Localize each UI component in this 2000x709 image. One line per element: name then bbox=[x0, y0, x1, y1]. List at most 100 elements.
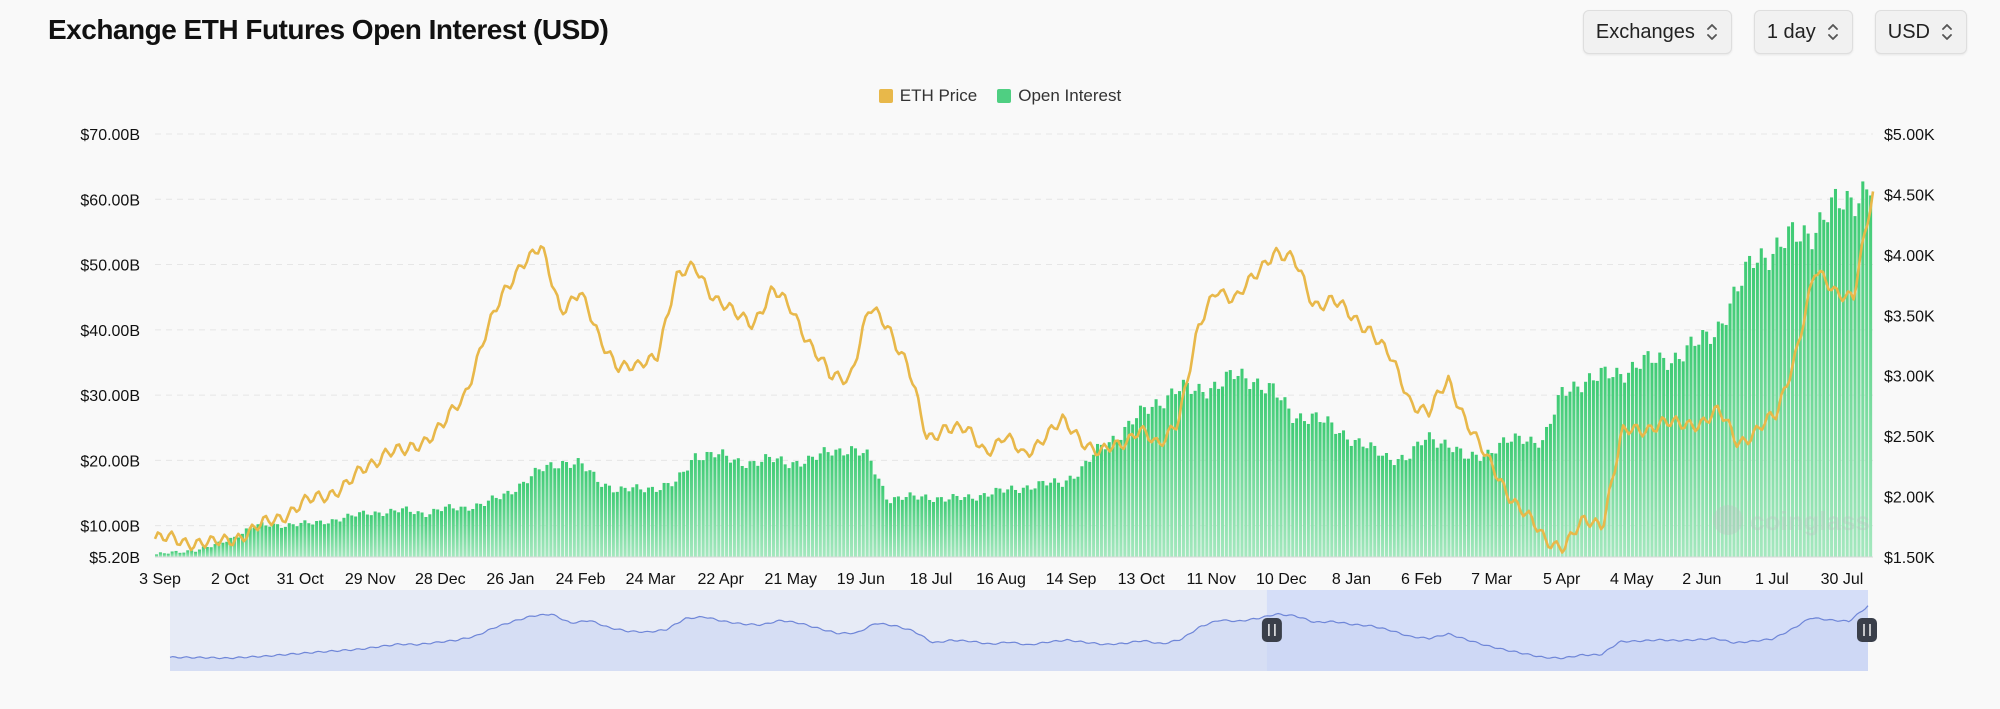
open-interest-bar bbox=[646, 487, 651, 557]
open-interest-bar bbox=[1240, 368, 1244, 557]
x-tick-label: 22 Apr bbox=[698, 571, 745, 588]
y-left-tick-label: $5.20B bbox=[89, 550, 140, 567]
open-interest-bar bbox=[237, 537, 241, 557]
open-interest-bar bbox=[865, 449, 869, 557]
open-interest-bar bbox=[1123, 426, 1127, 557]
open-interest-bar bbox=[838, 448, 842, 557]
open-interest-bar bbox=[1568, 391, 1572, 557]
legend-label-eth-price: ETH Price bbox=[899, 86, 978, 105]
x-tick-label: 18 Jul bbox=[910, 571, 953, 588]
open-interest-bar bbox=[1463, 458, 1467, 557]
open-interest-bar bbox=[1345, 439, 1349, 557]
open-interest-bar bbox=[1775, 237, 1779, 558]
open-interest-bar bbox=[1466, 458, 1470, 557]
open-interest-bar bbox=[896, 496, 900, 557]
x-tick-label: 24 Feb bbox=[556, 571, 606, 588]
open-interest-bar bbox=[1111, 435, 1115, 557]
open-interest-bar bbox=[1669, 363, 1674, 557]
open-interest-bar bbox=[885, 499, 889, 557]
open-interest-bar bbox=[1580, 392, 1584, 557]
open-interest-bar bbox=[432, 508, 436, 557]
open-interest-bar bbox=[1474, 454, 1478, 557]
open-interest-bar bbox=[1365, 448, 1369, 557]
open-interest-bar bbox=[1064, 480, 1068, 557]
navigator-handle-left[interactable] bbox=[1261, 618, 1282, 642]
open-interest-bar bbox=[455, 510, 459, 557]
open-interest-bar bbox=[623, 487, 627, 557]
open-interest-bar bbox=[1049, 482, 1053, 557]
chevron-up-down-icon bbox=[1827, 23, 1838, 41]
x-tick-label: 11 Nov bbox=[1186, 571, 1236, 588]
open-interest-bar bbox=[1599, 367, 1603, 557]
y-left-tick-label: $40.00B bbox=[80, 323, 140, 340]
open-interest-bar bbox=[1435, 447, 1439, 557]
open-interest-bar bbox=[1744, 261, 1748, 557]
open-interest-bar bbox=[252, 527, 256, 557]
open-interest-bar bbox=[1443, 439, 1447, 557]
open-interest-bar bbox=[1513, 433, 1517, 557]
open-interest-bar bbox=[1697, 344, 1701, 557]
open-interest-bar bbox=[818, 453, 822, 557]
open-interest-bar bbox=[1381, 455, 1385, 557]
open-interest-bar bbox=[1498, 442, 1502, 557]
open-interest-bar bbox=[846, 454, 850, 557]
open-interest-bar bbox=[1587, 373, 1592, 557]
open-interest-bar bbox=[365, 514, 369, 557]
open-interest-bar bbox=[1763, 257, 1767, 557]
open-interest-bar bbox=[1666, 369, 1670, 557]
open-interest-bar bbox=[1673, 352, 1677, 557]
open-interest-bar bbox=[1837, 208, 1841, 558]
currency-select[interactable]: USD bbox=[1874, 10, 1967, 54]
navigator-handle-right[interactable] bbox=[1857, 618, 1877, 642]
open-interest-bar bbox=[1420, 445, 1424, 557]
x-tick-label: 13 Oct bbox=[1118, 571, 1166, 588]
open-interest-bar bbox=[596, 481, 600, 557]
open-interest-bar bbox=[1716, 321, 1720, 557]
open-interest-bar bbox=[561, 461, 565, 557]
open-interest-bar bbox=[1541, 440, 1545, 557]
legend-item-eth-price[interactable]: ETH Price bbox=[878, 86, 978, 106]
x-tick-label: 10 Dec bbox=[1256, 571, 1307, 588]
open-interest-bar bbox=[307, 523, 311, 557]
open-interest-bar bbox=[381, 516, 385, 557]
x-tick-label: 4 May bbox=[1610, 571, 1654, 588]
x-tick-label: 8 Jan bbox=[1332, 571, 1371, 588]
open-interest-bar bbox=[197, 549, 201, 557]
open-interest-bar bbox=[1302, 421, 1306, 557]
open-interest-bar bbox=[1361, 446, 1365, 557]
y-left-tick-label: $60.00B bbox=[80, 192, 140, 209]
open-interest-bar bbox=[1677, 359, 1681, 557]
open-interest-bar bbox=[736, 458, 740, 557]
open-interest-bar bbox=[1213, 381, 1217, 557]
open-interest-bar bbox=[209, 547, 213, 557]
y-right-tick-label: $1.50K bbox=[1884, 550, 1935, 567]
open-interest-bar bbox=[920, 496, 924, 557]
open-interest-bar bbox=[1650, 362, 1654, 557]
y-right-tick-label: $4.50K bbox=[1884, 187, 1935, 204]
open-interest-bar bbox=[510, 494, 514, 557]
y-right-tick-label: $3.50K bbox=[1884, 308, 1935, 325]
open-interest-bar bbox=[701, 460, 705, 557]
interval-select[interactable]: 1 day bbox=[1753, 10, 1853, 54]
x-tick-label: 29 Nov bbox=[345, 571, 396, 588]
open-interest-bar bbox=[338, 521, 342, 557]
y-left-tick-label: $30.00B bbox=[80, 388, 140, 405]
open-interest-bar bbox=[318, 520, 323, 557]
open-interest-bar bbox=[276, 524, 280, 557]
open-interest-bar bbox=[764, 454, 768, 557]
open-interest-bar bbox=[951, 494, 955, 557]
open-interest-bar bbox=[873, 474, 877, 557]
open-interest-bar bbox=[1521, 443, 1525, 557]
open-interest-bar bbox=[1623, 382, 1627, 557]
open-interest-bar bbox=[1392, 465, 1396, 557]
legend-item-open-interest[interactable]: Open Interest bbox=[997, 86, 1121, 106]
open-interest-bar bbox=[842, 455, 846, 557]
exchanges-select[interactable]: Exchanges bbox=[1582, 10, 1732, 54]
open-interest-bar bbox=[1197, 383, 1201, 557]
open-interest-bar bbox=[1595, 380, 1599, 557]
open-interest-bar bbox=[1826, 222, 1830, 557]
open-interest-bar bbox=[1607, 378, 1611, 557]
navigator-line bbox=[169, 605, 1869, 660]
open-interest-bar bbox=[244, 528, 248, 557]
open-interest-bar bbox=[658, 490, 662, 557]
